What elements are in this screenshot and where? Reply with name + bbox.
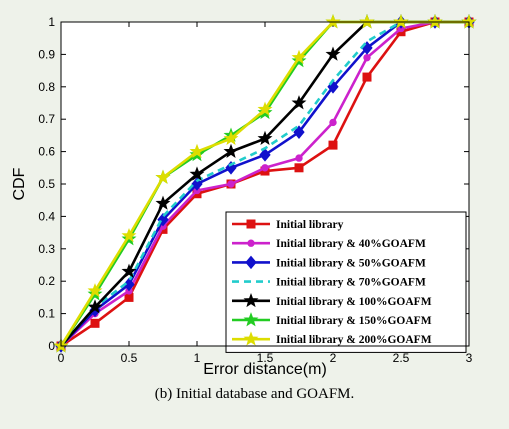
- legend: Initial library Initial library & 40%GOAF…: [225, 211, 467, 353]
- data-point: [189, 143, 205, 158]
- y-tick-label: 0.6: [38, 145, 55, 159]
- data-point: [295, 154, 303, 162]
- legend-box: [225, 211, 467, 353]
- legend-item: Initial library & 200%GOAFM: [232, 331, 432, 346]
- x-axis-label: Error distance(m): [203, 361, 327, 378]
- y-tick-label: 0: [48, 339, 55, 353]
- data-point: [121, 263, 137, 278]
- legend-item: Initial library & 100%GOAFM: [232, 292, 432, 308]
- data-point: [259, 148, 271, 162]
- data-point: [329, 118, 337, 127]
- axes-frame: [60, 21, 470, 347]
- legend-item: Initial library & 50%GOAFM: [232, 255, 426, 270]
- x-tick-label: 0: [58, 351, 65, 365]
- data-point: [257, 101, 273, 116]
- data-point: [328, 140, 338, 150]
- legend-label: Initial library & 100%GOAFM: [276, 296, 432, 308]
- legend-item: Initial library & 70%GOAFM: [232, 277, 426, 289]
- data-point: [261, 164, 269, 172]
- data-point: [291, 49, 307, 64]
- data-point: [90, 318, 100, 328]
- legend-swatch-marker: [245, 255, 257, 270]
- y-tick-label: 0.3: [38, 242, 55, 256]
- data-point: [359, 14, 375, 29]
- legend-swatch-marker: [243, 312, 259, 327]
- data-point: [155, 195, 171, 210]
- legend-label: Initial library & 70%GOAFM: [276, 277, 426, 289]
- legend-label: Initial library: [276, 219, 344, 231]
- data-point: [123, 277, 135, 292]
- data-point: [325, 46, 341, 61]
- y-tick-label: 0.1: [38, 307, 55, 321]
- data-point: [223, 143, 239, 158]
- legend-swatch-marker: [243, 292, 259, 308]
- legend-item: Initial library: [232, 219, 344, 231]
- legend-label: Initial library & 200%GOAFM: [276, 334, 432, 346]
- legend-label: Initial library & 50%GOAFM: [276, 257, 426, 269]
- data-point: [189, 166, 205, 181]
- x-tick-label: 0.5: [121, 351, 138, 365]
- x-tick-label: 1.5: [257, 351, 274, 365]
- legend-item: Initial library & 40%GOAFM: [232, 238, 426, 250]
- y-tick-label: 0.8: [38, 80, 55, 94]
- x-tick-label: 2.5: [393, 351, 410, 365]
- data-point: [121, 227, 137, 243]
- data-point: [291, 95, 307, 110]
- legend-label: Initial library & 40%GOAFM: [276, 238, 426, 250]
- data-point: [362, 72, 372, 82]
- figure-caption: (b) Initial database and GOAFM.: [154, 386, 355, 402]
- legend-swatch-marker: [246, 219, 256, 229]
- legend-item: Initial library & 150%GOAFM: [232, 312, 432, 327]
- legend-swatch-marker: [243, 331, 259, 346]
- data-point: [293, 125, 305, 139]
- y-tick-label: 0.9: [38, 47, 55, 61]
- data-point: [257, 130, 273, 145]
- data-point: [427, 14, 443, 29]
- data-point: [294, 163, 304, 173]
- data-point: [325, 14, 341, 29]
- y-tick-label: 0.7: [38, 112, 55, 126]
- y-tick-label: 1: [48, 15, 55, 29]
- x-tick-label: 2: [330, 351, 337, 365]
- y-tick-label: 0.2: [38, 274, 55, 288]
- legend-swatch-marker: [247, 239, 255, 247]
- x-tick-label: 1: [194, 351, 201, 365]
- data-point: [363, 53, 371, 62]
- data-point: [87, 283, 103, 298]
- data-point: [155, 169, 171, 184]
- data-point: [393, 14, 409, 29]
- y-axis-label: CDF: [11, 167, 28, 200]
- y-tick-label: 0.4: [38, 209, 55, 223]
- legend-label: Initial library & 150%GOAFM: [276, 315, 432, 327]
- y-tick-label: 0.5: [38, 177, 55, 191]
- data-point: [227, 180, 235, 188]
- x-tick-label: 3: [466, 351, 473, 365]
- data-point: [223, 130, 239, 145]
- data-point: [87, 299, 103, 314]
